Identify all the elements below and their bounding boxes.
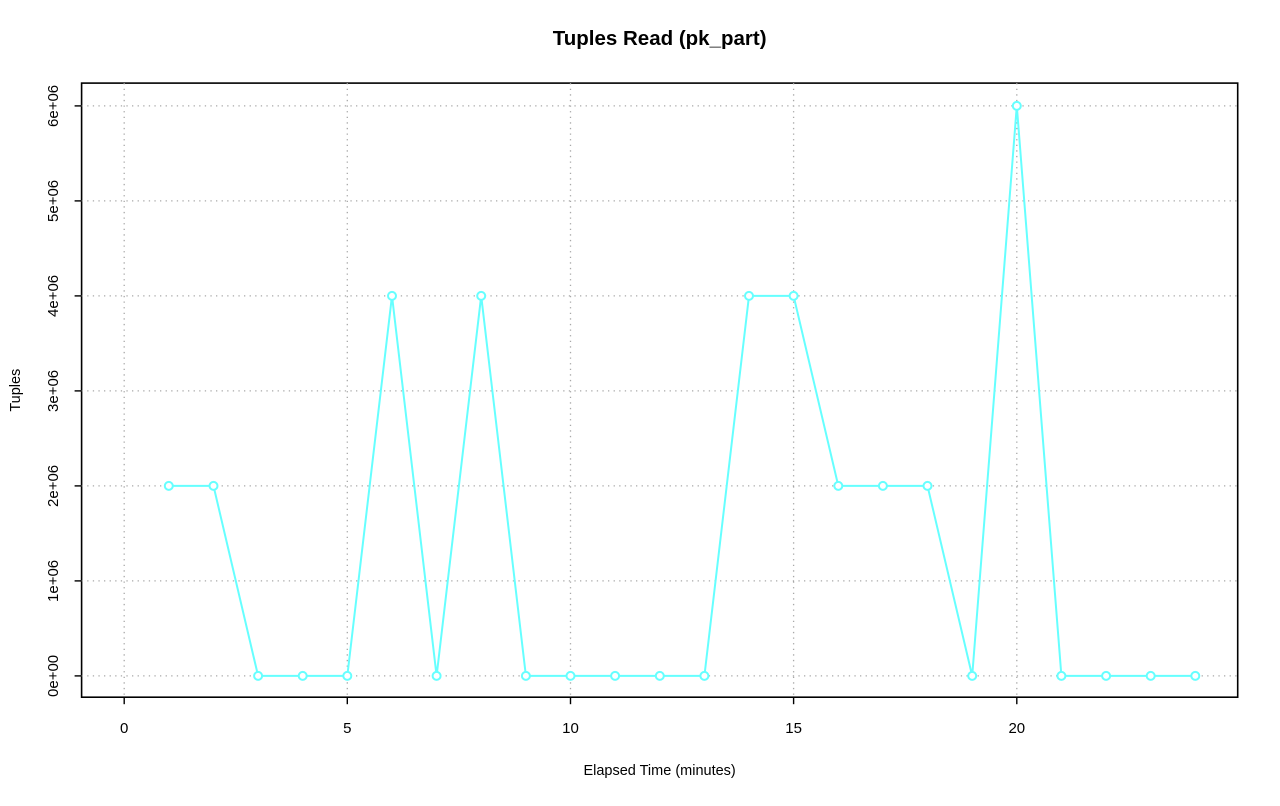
- svg-text:5e+06: 5e+06: [45, 180, 62, 222]
- svg-text:Tuples Read (pk_part): Tuples Read (pk_part): [553, 27, 767, 50]
- svg-text:Elapsed Time (minutes): Elapsed Time (minutes): [583, 763, 735, 779]
- svg-text:15: 15: [785, 720, 802, 737]
- svg-text:4e+06: 4e+06: [45, 275, 62, 317]
- svg-text:2e+06: 2e+06: [45, 465, 62, 507]
- svg-text:20: 20: [1008, 720, 1025, 737]
- svg-text:0: 0: [120, 720, 128, 737]
- svg-text:5: 5: [343, 720, 351, 737]
- svg-text:6e+06: 6e+06: [45, 85, 62, 127]
- svg-text:10: 10: [562, 720, 579, 737]
- svg-text:1e+06: 1e+06: [45, 560, 62, 602]
- svg-text:3e+06: 3e+06: [45, 370, 62, 412]
- svg-text:0e+00: 0e+00: [45, 655, 62, 697]
- svg-text:Tuples: Tuples: [8, 369, 24, 412]
